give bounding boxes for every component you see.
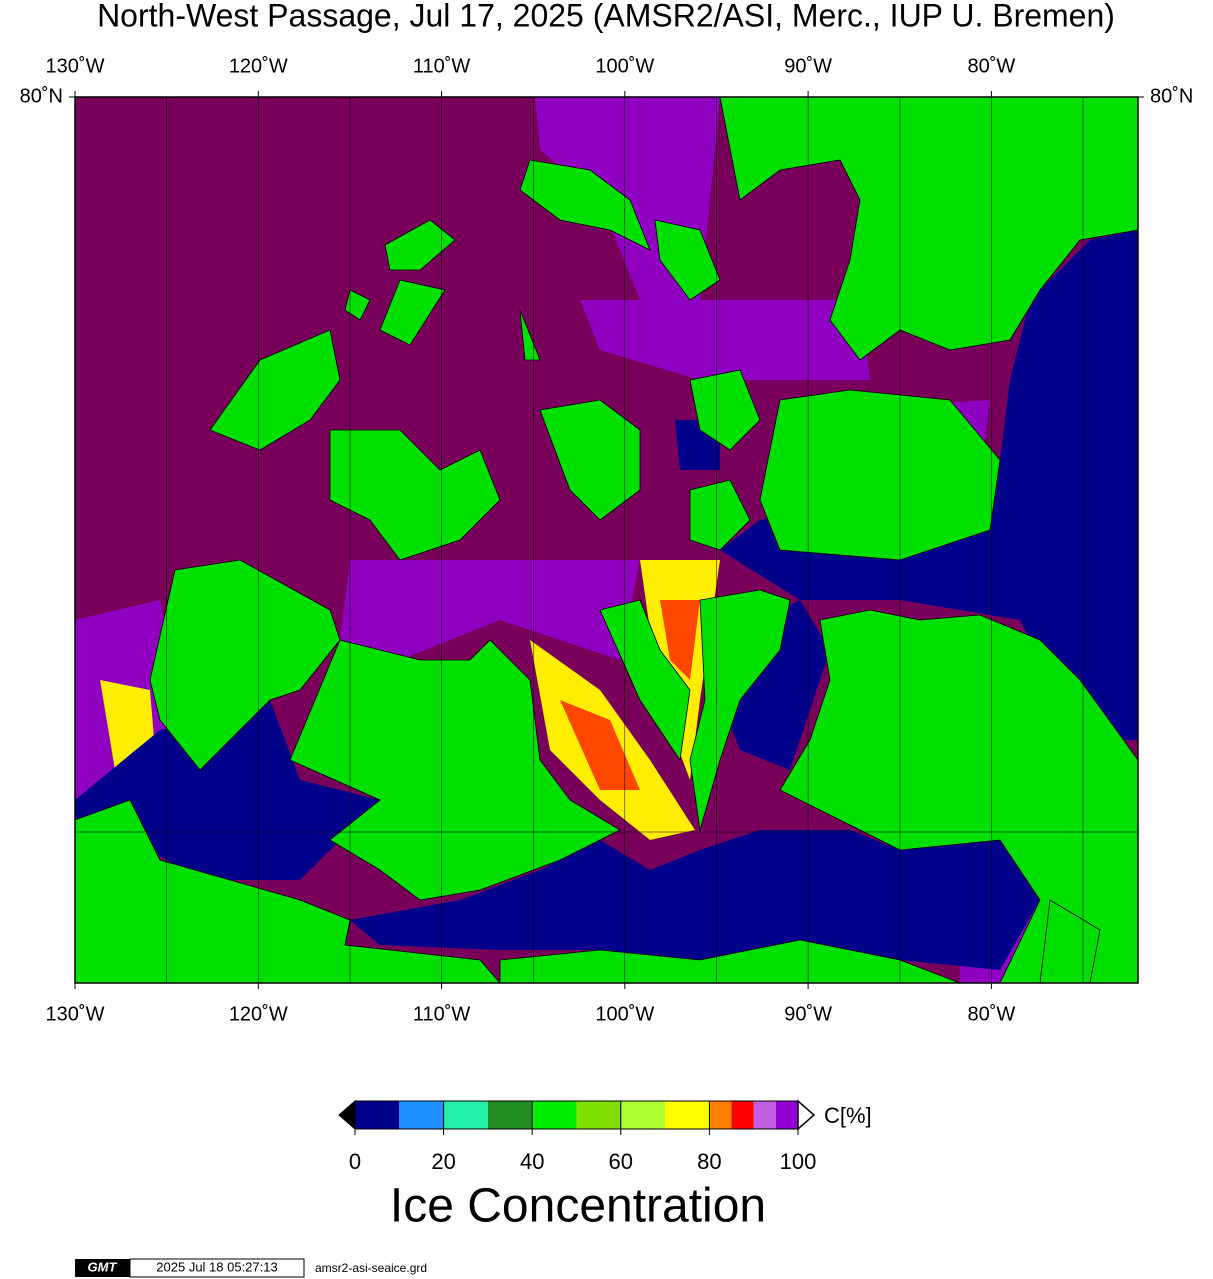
title: North-West Passage, Jul 17, 2025 (AMSR2/… <box>97 0 1115 33</box>
lon-label: 80˚W <box>967 1003 1015 1025</box>
lon-label: 100˚W <box>595 1003 654 1025</box>
footer: GMT 2025 Jul 18 05:27:13 amsr2-asi-seaic… <box>75 1258 427 1278</box>
colorbar-segment <box>753 1101 776 1129</box>
colorbar-segment <box>665 1101 710 1129</box>
timestamp-box <box>129 1258 305 1278</box>
colorbar-segment <box>532 1101 577 1129</box>
colorbar-unit: C[%] <box>824 1103 872 1128</box>
colorbar-over <box>797 1099 816 1131</box>
colorbar-segment <box>399 1101 444 1129</box>
timestamp: 2025 Jul 18 05:27:13 <box>156 1259 277 1274</box>
colorbar-tick-label: 0 <box>349 1149 361 1174</box>
land <box>75 97 1138 983</box>
lon-label: 120˚W <box>229 1003 288 1025</box>
colorbar-tick-label: 20 <box>431 1149 455 1174</box>
colorbar-segment <box>443 1101 488 1129</box>
lon-label: 120˚W <box>229 55 288 77</box>
minor-meridians <box>75 97 1138 983</box>
colorbar-segment <box>487 1101 533 1129</box>
lat-label: 80˚N <box>1150 85 1193 107</box>
colorbar-tick-label: 40 <box>520 1149 544 1174</box>
logo: GMT <box>88 1259 118 1274</box>
logo-box <box>75 1259 130 1277</box>
colorbar-tick-label: 60 <box>609 1149 633 1174</box>
colorbar-segment <box>731 1101 754 1129</box>
lon-label: 110˚W <box>413 1003 471 1025</box>
lon-label: 100˚W <box>595 55 654 77</box>
colorbar-segment <box>620 1101 666 1129</box>
colorbar-tick-label: 100 <box>780 1149 817 1174</box>
lon-label: 110˚W <box>413 55 471 77</box>
colorbar-tick-label: 80 <box>697 1149 721 1174</box>
lon-label: 90˚W <box>784 1003 832 1025</box>
lat-label: 80˚N <box>20 85 63 107</box>
colorbar-segment <box>709 1101 732 1129</box>
filename: amsr2-asi-seaice.grd <box>315 1261 427 1275</box>
colorbar-label: Ice Concentration <box>390 1180 766 1233</box>
map <box>75 97 1138 983</box>
lon-label: 130˚W <box>46 55 105 77</box>
colorbar-under <box>338 1099 356 1131</box>
colorbar-segment <box>775 1101 798 1129</box>
colorbar-segment <box>355 1101 400 1129</box>
colorbar-segment <box>576 1101 621 1129</box>
lon-label: 130˚W <box>46 1003 105 1025</box>
lon-label: 80˚W <box>967 55 1015 77</box>
lon-label: 90˚W <box>784 55 832 77</box>
